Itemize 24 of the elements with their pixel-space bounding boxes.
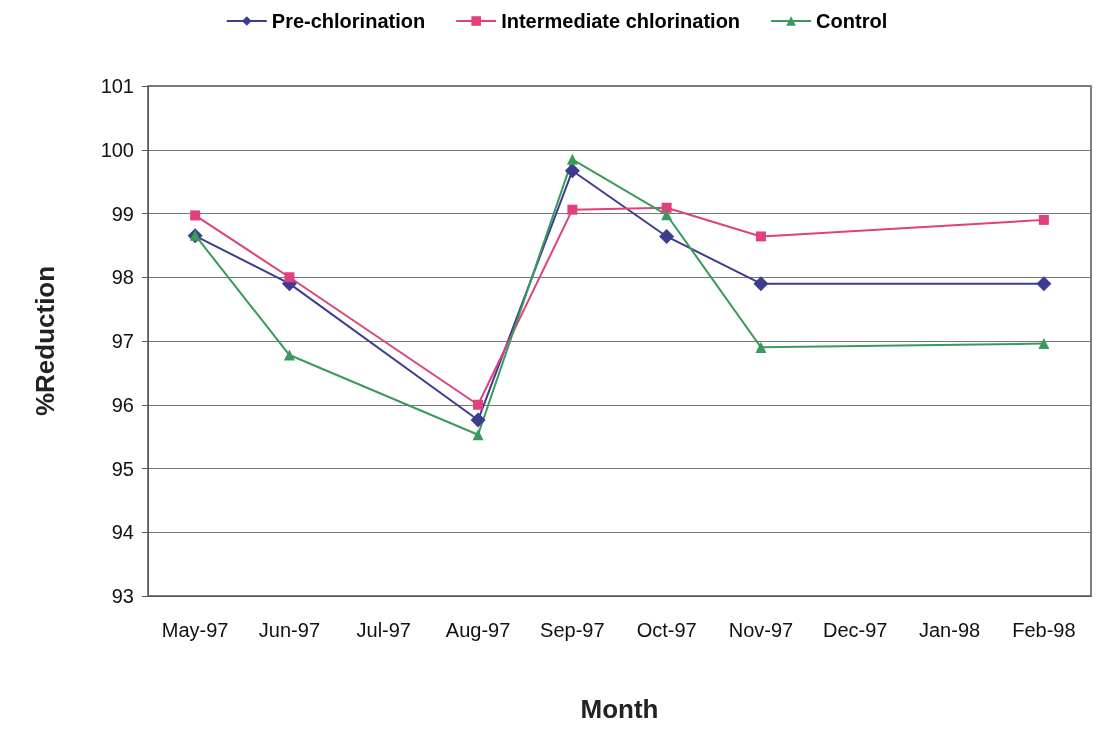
x-tick-label: Aug-97	[445, 619, 511, 641]
y-tick-label: 93	[111, 585, 134, 607]
legend-label: Control	[816, 10, 888, 32]
legend-label: Intermediate chlorination	[501, 10, 741, 32]
y-tick-label: 99	[111, 202, 134, 225]
x-tick-label: Feb-98	[1012, 619, 1076, 641]
y-tick-label: 100	[100, 138, 134, 161]
x-tick-label: Nov-97	[728, 619, 794, 641]
x-tick-label: Jun-97	[258, 619, 321, 641]
y-tick-label: 95	[111, 457, 134, 480]
y-tick-label: 101	[100, 75, 134, 97]
x-tick-label: Dec-97	[823, 619, 888, 641]
y-axis-title: %Reduction	[30, 265, 60, 417]
legend-label: Pre-chlorination	[271, 10, 426, 32]
y-tick-label: 97	[111, 330, 134, 352]
x-tick-label: Sep-97	[540, 619, 605, 641]
x-tick-label: Jan-98	[918, 619, 981, 641]
x-axis-title: Month	[580, 694, 659, 724]
y-tick-label: 98	[111, 266, 134, 289]
y-tick-label: 94	[111, 521, 134, 544]
y-tick-label: 96	[111, 393, 134, 416]
x-tick-label: May-97	[161, 619, 229, 641]
x-tick-label: Jul-97	[356, 619, 411, 641]
x-tick-label: Oct-97	[636, 619, 697, 641]
